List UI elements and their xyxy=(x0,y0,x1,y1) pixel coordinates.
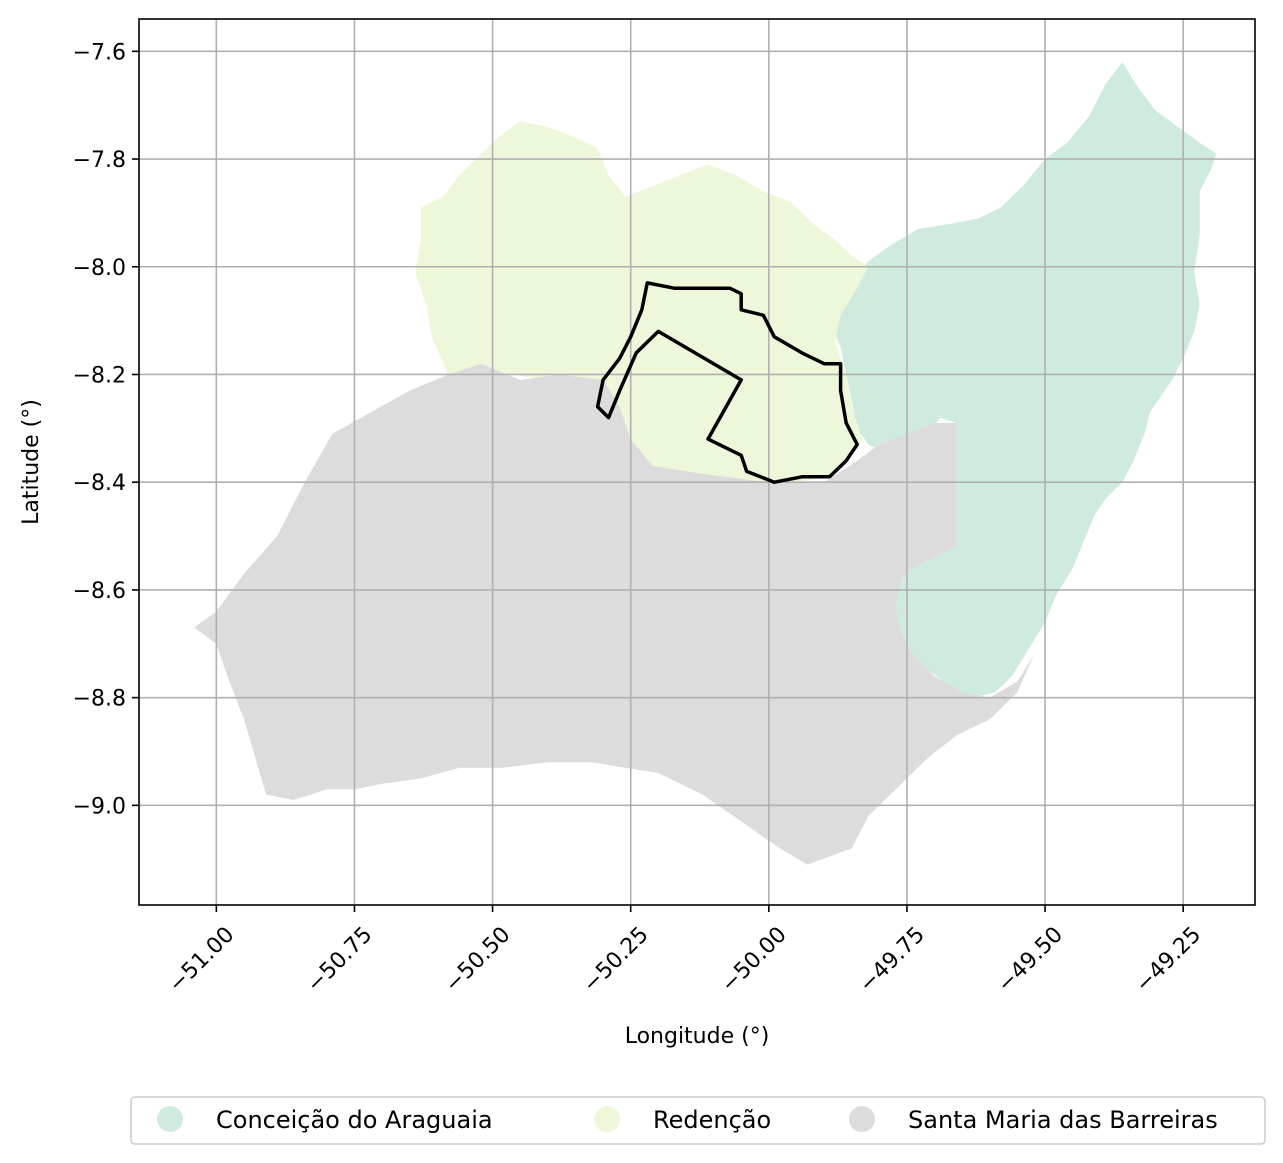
legend-box xyxy=(130,1096,1266,1145)
region-concei-o-do-araguaia xyxy=(829,62,1217,698)
legend: Conceição do Araguaia Redenção Santa Maria… xyxy=(130,1096,1266,1145)
y-tick-label: −7.6 xyxy=(73,40,126,65)
boundary-outline xyxy=(595,281,859,484)
y-tick-label: −8.0 xyxy=(73,256,126,281)
legend-marker xyxy=(594,1106,620,1132)
grid-lines xyxy=(139,19,1255,905)
legend-label: Redenção xyxy=(653,1106,771,1134)
y-tick-label: −8.2 xyxy=(73,363,126,388)
x-axis-title: Longitude (°) xyxy=(625,1024,770,1049)
y-tick-label: −7.8 xyxy=(73,148,126,173)
y-axis-title: Latitude (°) xyxy=(19,399,44,525)
region-santa-maria-das-barreiras xyxy=(194,363,1034,865)
highlighted-boundary xyxy=(595,281,859,484)
legend-marker xyxy=(157,1106,183,1132)
y-tick-label: −8.4 xyxy=(73,471,126,496)
legend-label: Conceição do Araguaia xyxy=(216,1106,493,1134)
y-tick-label: −8.6 xyxy=(73,579,126,604)
y-tick-label: −8.8 xyxy=(73,687,126,712)
plot-frame xyxy=(138,18,1256,906)
y-axis-ticks: −7.6 −7.8 −8.0 −8.2 −8.4 −8.6 −8.8 −9.0 xyxy=(73,40,139,819)
legend-label: Santa Maria das Barreiras xyxy=(908,1106,1218,1134)
legend-marker xyxy=(849,1106,875,1132)
y-tick-label: −9.0 xyxy=(73,794,126,819)
